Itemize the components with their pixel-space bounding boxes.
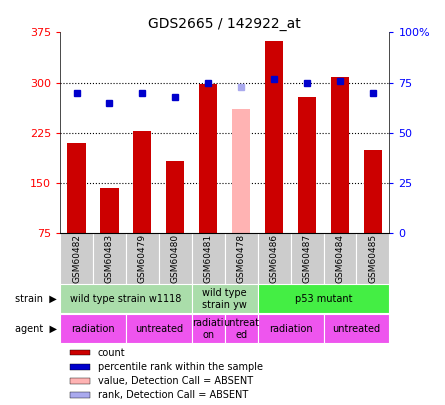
Bar [265, 41, 283, 233]
Bar [356, 233, 389, 284]
Text: rank, Detection Call = ABSENT: rank, Detection Call = ABSENT [98, 390, 248, 400]
Bar [364, 150, 382, 233]
Text: untreated: untreated [332, 324, 380, 334]
Bar [232, 109, 250, 233]
Bar [199, 84, 217, 233]
Text: wild type
strain yw: wild type strain yw [202, 288, 247, 309]
Bar [60, 284, 192, 313]
Text: agent  ▶: agent ▶ [15, 324, 57, 334]
Bar [298, 97, 316, 233]
Text: untreat
ed: untreat ed [223, 318, 259, 340]
Bar [134, 131, 151, 233]
Bar [126, 233, 159, 284]
Text: GSM60482: GSM60482 [72, 234, 81, 283]
Bar [70, 378, 90, 384]
Text: GSM60486: GSM60486 [270, 234, 279, 283]
Text: GSM60479: GSM60479 [138, 234, 147, 283]
Bar [225, 314, 258, 343]
Bar [258, 284, 389, 313]
Text: GSM60484: GSM60484 [336, 234, 344, 283]
Text: GSM60483: GSM60483 [105, 234, 114, 283]
Text: GSM60487: GSM60487 [303, 234, 312, 283]
Text: GSM60485: GSM60485 [368, 234, 377, 283]
Bar [192, 284, 258, 313]
Bar [258, 314, 324, 343]
Text: radiation: radiation [269, 324, 312, 334]
Bar [291, 233, 324, 284]
Bar [192, 233, 225, 284]
Text: GSM60478: GSM60478 [237, 234, 246, 283]
Bar [126, 314, 192, 343]
Bar [225, 233, 258, 284]
Bar [93, 233, 126, 284]
Text: untreated: untreated [135, 324, 183, 334]
Bar [166, 161, 184, 233]
Text: percentile rank within the sample: percentile rank within the sample [98, 362, 263, 372]
Text: strain  ▶: strain ▶ [15, 294, 57, 304]
Text: GSM60480: GSM60480 [171, 234, 180, 283]
Bar [101, 188, 118, 233]
Bar [258, 233, 291, 284]
Bar [60, 314, 126, 343]
Text: radiati
on: radiati on [193, 318, 224, 340]
Bar [331, 77, 349, 233]
Text: GSM60481: GSM60481 [204, 234, 213, 283]
Text: count: count [98, 347, 125, 358]
Title: GDS2665 / 142922_at: GDS2665 / 142922_at [148, 17, 301, 31]
Text: value, Detection Call = ABSENT: value, Detection Call = ABSENT [98, 376, 253, 386]
Bar [60, 233, 93, 284]
Bar [70, 350, 90, 355]
Text: wild type strain w1118: wild type strain w1118 [70, 294, 182, 304]
Bar [324, 233, 356, 284]
Bar [324, 314, 389, 343]
Text: p53 mutant: p53 mutant [295, 294, 352, 304]
Text: radiation: radiation [71, 324, 115, 334]
Bar [159, 233, 192, 284]
Bar [192, 314, 225, 343]
Bar [68, 143, 85, 233]
Bar [70, 392, 90, 398]
Bar [70, 364, 90, 370]
